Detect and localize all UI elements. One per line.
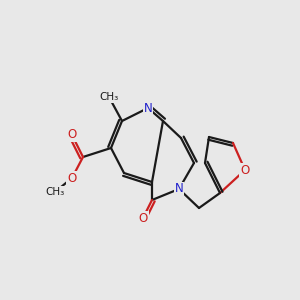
Text: N: N: [144, 101, 152, 115]
Text: O: O: [240, 164, 250, 176]
Text: O: O: [68, 128, 76, 142]
Text: O: O: [138, 212, 148, 224]
Text: CH₃: CH₃: [99, 92, 119, 102]
Text: O: O: [68, 172, 76, 184]
Text: CH₃: CH₃: [45, 187, 64, 197]
Text: N: N: [175, 182, 183, 196]
